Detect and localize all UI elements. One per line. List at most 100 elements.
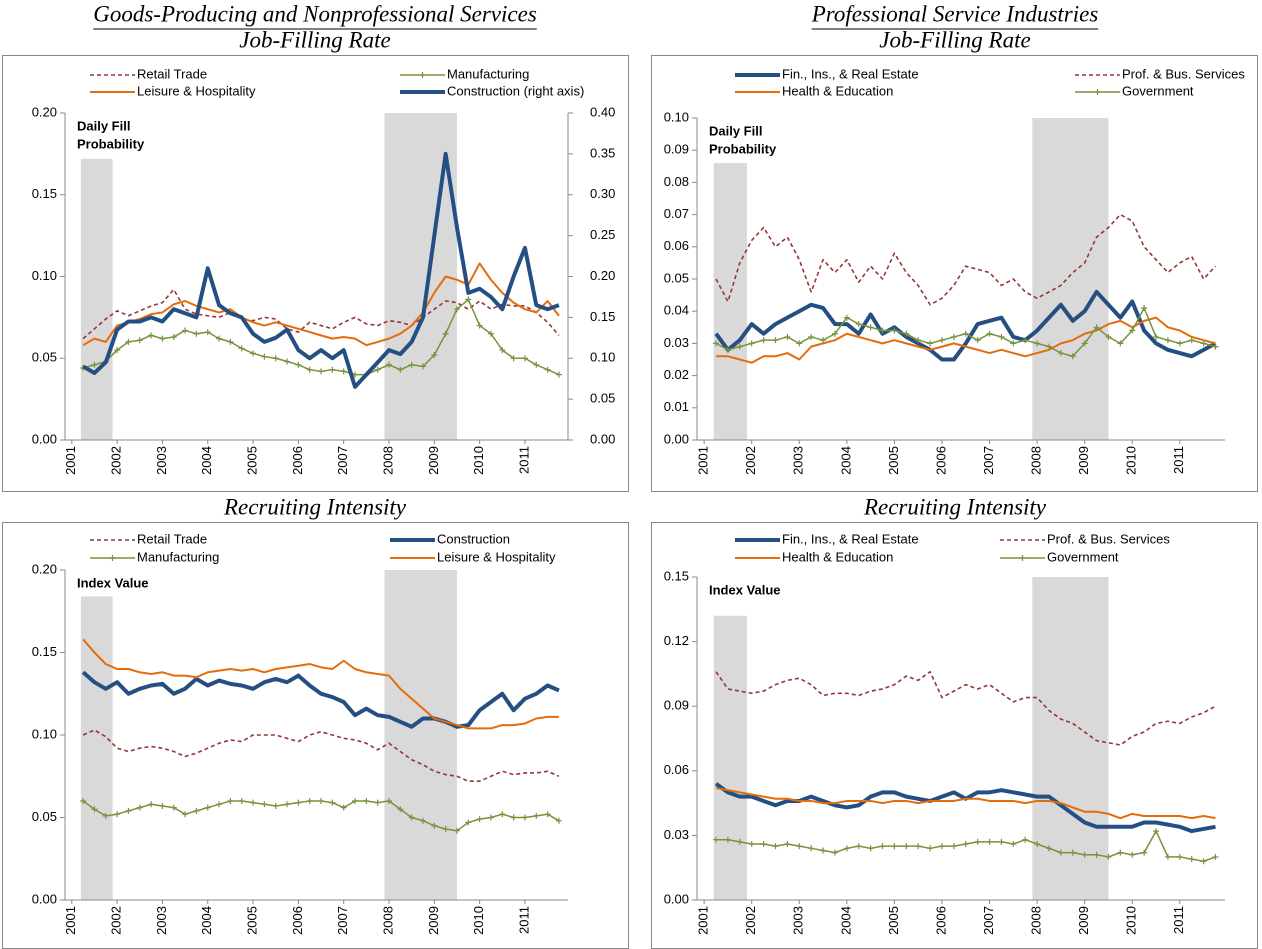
legend-label: Construction (437, 531, 510, 546)
y2-tick-label: 0.05 (590, 391, 615, 406)
x-tick-label: 2004 (199, 906, 214, 935)
series-marker (1164, 853, 1171, 860)
series-marker (855, 321, 862, 328)
y-tick-label: 0.12 (664, 633, 689, 648)
y-tick-label: 0.15 (664, 568, 689, 583)
series-marker (1176, 853, 1183, 860)
series-marker (555, 817, 562, 824)
series-marker (329, 366, 336, 373)
y-tick-label: 0.06 (664, 762, 689, 777)
series-marker (831, 330, 838, 337)
x-tick-label: 2007 (981, 906, 996, 935)
series-marker (772, 337, 779, 344)
series-marker (1034, 841, 1041, 848)
y-tick-label: 0.20 (32, 104, 57, 119)
series-marker (284, 358, 291, 365)
x-tick-label: 2011 (1171, 446, 1186, 474)
series-marker (974, 337, 981, 344)
x-tick-label: 2010 (1124, 906, 1139, 935)
series-marker (204, 804, 211, 811)
series-line (82, 151, 560, 389)
y-tick-label: 0.04 (664, 303, 689, 318)
series-marker (408, 361, 415, 368)
series-marker (748, 340, 755, 347)
series-marker (903, 330, 910, 337)
y2-tick-label: 0.40 (590, 104, 615, 119)
series-marker (1164, 337, 1171, 344)
x-tick-label: 2006 (290, 906, 305, 935)
series-marker (1153, 828, 1160, 835)
y-tick-label: 0.08 (664, 174, 689, 189)
annotation: Daily Fill (77, 118, 130, 133)
series-marker (352, 798, 359, 804)
series-marker (91, 806, 98, 813)
series-marker (80, 798, 87, 804)
series-marker (487, 814, 494, 821)
series-marker (159, 802, 166, 809)
series-marker (1034, 340, 1041, 347)
series-marker (250, 799, 257, 806)
group-title: Professional Service Industries (811, 1, 1099, 26)
series-marker (272, 802, 279, 809)
x-tick-label: 2006 (933, 906, 948, 935)
series-marker (374, 799, 381, 806)
series-marker (182, 811, 189, 818)
series-marker (465, 819, 472, 826)
legend-label: Fin., Ins., & Real Estate (782, 66, 919, 81)
series-marker (938, 337, 945, 344)
series-marker (431, 351, 438, 358)
series-marker (250, 350, 257, 357)
series-marker (1057, 849, 1064, 856)
series-marker (986, 330, 993, 337)
series-marker (193, 330, 200, 337)
series-marker (843, 314, 850, 321)
legend-label: Prof. & Bus. Services (1122, 66, 1245, 81)
series-marker (1022, 337, 1029, 344)
series-marker (1105, 333, 1112, 340)
legend-marker (109, 555, 116, 561)
legend-label: Construction (right axis) (447, 83, 584, 98)
series-marker (1046, 845, 1052, 852)
series-line (82, 800, 560, 832)
series-marker (1117, 340, 1124, 347)
series-marker (950, 843, 957, 850)
x-tick-label: 2002 (109, 906, 124, 935)
series-marker (867, 845, 874, 852)
y2-tick-label: 0.35 (590, 145, 615, 160)
series-marker (284, 801, 291, 808)
series-marker (386, 798, 393, 804)
series-marker (476, 816, 483, 823)
chart-title: Job-Filling Rate (879, 27, 1030, 52)
x-tick-label: 2008 (1029, 906, 1044, 935)
series-marker (927, 845, 934, 852)
y2-tick-label: 0.15 (590, 309, 615, 324)
y-tick-label: 0.03 (664, 335, 689, 350)
series-marker (1153, 333, 1160, 340)
y-tick-label: 0.15 (32, 644, 57, 659)
y2-tick-label: 0.10 (590, 350, 615, 365)
series-marker (148, 332, 155, 339)
series-marker (891, 843, 898, 850)
series-marker (544, 366, 551, 373)
series-marker (521, 355, 528, 362)
series-marker (1212, 343, 1219, 350)
series-marker (1105, 853, 1112, 860)
series-marker (974, 838, 981, 845)
y-tick-label: 0.00 (32, 431, 57, 446)
y-tick-label: 0.01 (664, 399, 689, 414)
series-marker (713, 836, 720, 843)
series-marker (318, 798, 325, 804)
recession-shade (384, 570, 457, 900)
legend-label: Government (1122, 83, 1194, 98)
series-line (82, 288, 560, 340)
y-tick-label: 0.07 (664, 206, 689, 221)
y2-tick-label: 0.30 (590, 186, 615, 201)
series-line (82, 638, 559, 730)
series-marker (748, 841, 755, 848)
x-tick-label: 2009 (1076, 906, 1091, 935)
series-marker (998, 333, 1005, 340)
y2-tick-label: 0.25 (590, 227, 615, 242)
series-marker (397, 366, 404, 373)
series-marker (915, 337, 922, 344)
